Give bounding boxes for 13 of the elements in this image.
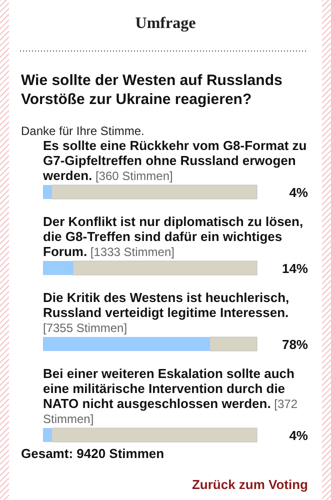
- category-label: Bei einer weiteren Eskalation sollte auch eine militärische Intervention durch die NATO nicht ausgeschlossen werden. [372 Stimmen]: [43, 366, 298, 426]
- data-label: 4%: [289, 185, 308, 200]
- category-label: Es sollte eine Rückkehr vom G8-Format zu G7-Gipfeltreffen ohne Russland erwogen werden. [360 Stimmen]: [43, 138, 307, 183]
- data-label: 4%: [289, 428, 308, 443]
- chart-title: Wie sollte der Westen auf Russlands Vorstöße zur Ukraine reagieren?: [21, 72, 282, 108]
- text: Zurück zum Voting: [192, 477, 308, 492]
- data-label: 78%: [282, 337, 308, 352]
- text: Umfrage: [135, 15, 196, 32]
- category-label: Der Konflikt ist nur diplomatisch zu lösen, die G8-Treffen sind dafür ein wichtiges Forum. [1333 Stimmen]: [43, 214, 304, 259]
- annotation: Gesamt: 9420 Stimmen: [21, 446, 164, 461]
- category-label: Die Kritik des Westens ist heuchlerisch, Russland verteidigt legitime Interessen. [7355 Stimmen]: [43, 290, 290, 335]
- chart-subtitle: Danke für Ihre Stimme.: [21, 124, 144, 138]
- data-label: 14%: [282, 261, 308, 276]
